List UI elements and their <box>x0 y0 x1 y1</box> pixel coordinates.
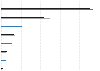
Bar <box>1 26 22 27</box>
Bar <box>1 35 15 36</box>
Bar <box>1 43 12 44</box>
Bar <box>1 8 90 9</box>
Bar <box>1 60 6 61</box>
Bar <box>1 52 6 53</box>
Bar <box>1 51 7 52</box>
Bar <box>1 17 44 18</box>
Bar <box>1 34 14 35</box>
Bar <box>1 18 50 19</box>
Bar <box>1 9 93 10</box>
Bar <box>1 68 3 69</box>
